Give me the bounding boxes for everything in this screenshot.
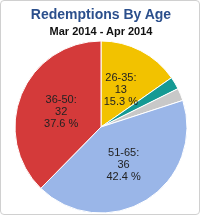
svg-text:51-65:3642.4 %: 51-65:3642.4 % — [107, 146, 141, 182]
svg-text:26-35:1315.3 %: 26-35:1315.3 % — [104, 71, 138, 107]
svg-text:36-50:3237.6 %: 36-50:3237.6 % — [44, 93, 78, 129]
html-text:Mar 2014 - Apr 2014: Mar 2014 - Apr 2014 — [49, 25, 153, 37]
html-text:Redemptions By Age: Redemptions By Age — [30, 6, 172, 22]
